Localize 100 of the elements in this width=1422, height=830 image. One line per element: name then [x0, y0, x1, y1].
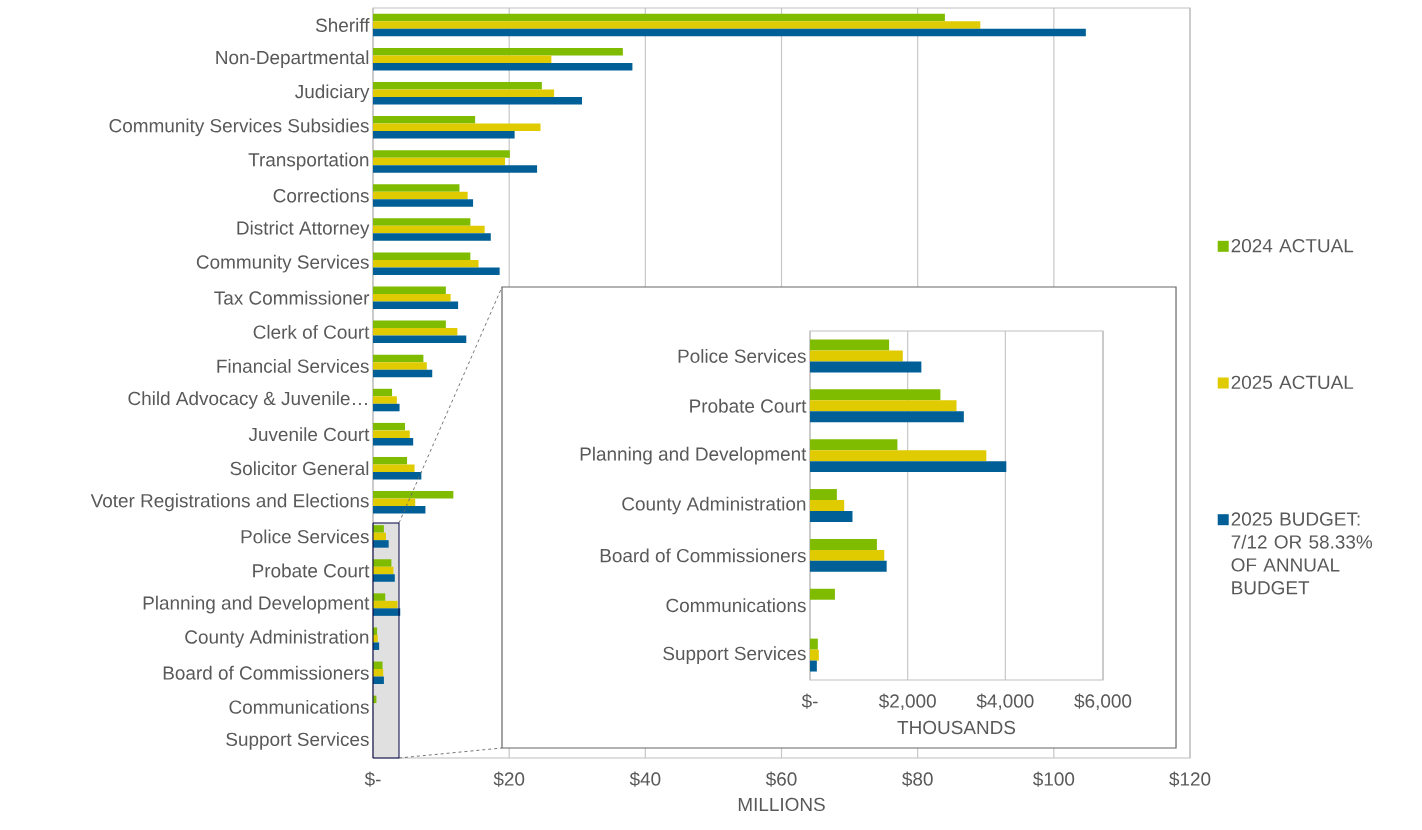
x-tick-label: $60	[765, 771, 797, 787]
bar	[373, 225, 485, 234]
y-tick-label: Communications	[666, 598, 806, 613]
bar	[373, 96, 583, 105]
y-tick-label: Planning and Development	[143, 595, 370, 614]
bar	[373, 267, 500, 275]
bar	[810, 439, 898, 451]
y-tick-label: Financial Services	[217, 359, 369, 373]
bar	[810, 588, 835, 600]
y-tick-label: Board of Commissioners	[163, 665, 369, 680]
y-tick-label: Juvenile Court	[248, 427, 370, 442]
bar	[810, 560, 887, 572]
bar	[373, 21, 981, 29]
y-tick-label: Child Advocacy & Juvenile…	[128, 391, 367, 409]
legend-label: 2025 BUDGET: 7/12 OR 58.33% OF ANNUAL BUDGET	[1231, 512, 1373, 595]
bar	[373, 369, 433, 378]
x-tick-label: $80	[902, 771, 933, 787]
x-tick-label: $20	[493, 771, 525, 787]
bar	[373, 28, 1086, 37]
bar	[373, 396, 397, 404]
y-tick-label: Probate Court	[253, 563, 370, 578]
y-tick-label: Tax Commissioner	[214, 290, 370, 305]
bar	[373, 62, 633, 71]
bar	[373, 328, 458, 336]
bar	[373, 456, 408, 465]
bar	[373, 47, 623, 56]
y-tick-label: Police Services	[241, 529, 369, 544]
y-tick-label: Community Services Subsidies	[109, 118, 369, 137]
y-tick-label: Board of Commissioners	[600, 548, 806, 563]
bar	[373, 259, 479, 268]
bar	[810, 510, 853, 522]
y-tick-label: Clerk of Court	[253, 324, 370, 339]
bar	[810, 489, 837, 501]
bar	[373, 89, 555, 97]
bar	[373, 335, 467, 344]
bar	[810, 638, 818, 650]
bar	[373, 464, 415, 472]
bar	[373, 286, 446, 295]
bar	[373, 55, 552, 63]
bar	[373, 574, 395, 582]
bar	[373, 498, 416, 507]
bar	[810, 538, 877, 550]
bar	[373, 157, 506, 166]
bar	[373, 320, 446, 329]
bar	[373, 252, 471, 260]
bar	[373, 131, 515, 139]
x-tick-label: $-	[801, 693, 818, 709]
bar	[373, 437, 414, 446]
bar	[373, 600, 398, 609]
bar	[810, 461, 1007, 473]
y-tick-label: County Administration	[622, 496, 806, 515]
bar	[373, 669, 384, 677]
bar	[373, 184, 460, 192]
y-tick-label: Planning and Development	[580, 446, 807, 465]
bar	[810, 400, 957, 412]
y-tick-label: Community Services	[196, 254, 369, 273]
y-tick-label: Voter Registrations and Elections	[90, 493, 369, 512]
legend-label: 2024 ACTUAL	[1231, 238, 1354, 253]
x-tick-label: $6,000	[1074, 693, 1132, 710]
y-tick-label: Police Services	[678, 348, 806, 363]
x-tick-label: $-	[364, 771, 381, 787]
bar	[810, 350, 903, 362]
bar	[810, 411, 964, 423]
bar	[373, 422, 405, 431]
bar	[373, 430, 410, 438]
x-tick-label: $100	[1032, 771, 1075, 787]
bar	[810, 500, 845, 511]
bar	[373, 506, 426, 514]
bar	[810, 339, 890, 351]
legend-label: 2025 ACTUAL	[1231, 375, 1354, 390]
y-tick-label: District Attorney	[237, 220, 370, 239]
y-tick-label: Probate Court	[690, 398, 807, 413]
y-tick-label: Transportation	[248, 152, 369, 171]
y-tick-label: Sheriff	[315, 18, 370, 32]
bar	[373, 540, 389, 548]
y-tick-label: Judiciary	[295, 84, 370, 103]
x-tick-label: $2,000	[878, 693, 936, 710]
bar	[373, 150, 510, 158]
x-axis-title: THOUSANDS	[897, 720, 1016, 735]
y-tick-label: Communications	[229, 699, 369, 714]
bar	[810, 660, 817, 672]
bar	[373, 81, 542, 90]
bar	[373, 199, 474, 207]
bar	[810, 649, 819, 661]
bar	[373, 593, 386, 601]
y-tick-label: Solicitor General	[230, 461, 369, 476]
bar	[373, 165, 538, 173]
bar	[373, 388, 393, 397]
bar	[810, 450, 987, 462]
y-tick-label: County Administration	[185, 629, 369, 648]
y-tick-label: Non-Departmental	[216, 50, 369, 68]
bar	[373, 13, 945, 22]
bar	[373, 301, 459, 310]
bar	[373, 525, 384, 533]
bar	[373, 218, 471, 226]
bar	[373, 403, 400, 412]
bar	[373, 233, 491, 241]
bar	[373, 354, 424, 363]
bar	[810, 361, 922, 373]
y-tick-label: Corrections	[273, 188, 369, 203]
